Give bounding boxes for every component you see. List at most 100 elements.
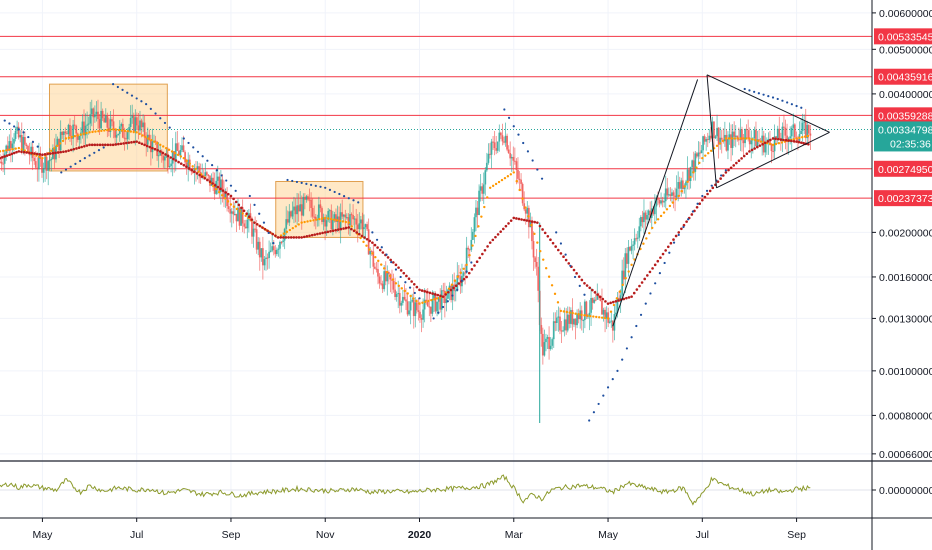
candle-body [716,127,718,137]
candle-body [114,130,117,138]
candle-body [333,214,336,220]
candle-body [632,244,634,246]
ema-fast-dot [335,219,339,222]
parabolic-sar-dot [291,179,294,183]
ema-fast-dot [64,137,68,140]
candle-body [392,280,395,290]
ema-slow-dot [386,256,390,259]
ema-slow-dot [802,141,805,145]
candle-body [781,126,784,142]
level-price-tag[interactable] [874,190,932,207]
ema-fast-dot [147,137,150,140]
ema-fast-dot [123,129,127,133]
ema-fast-dot [653,221,657,224]
candle-body [417,310,420,312]
ema-slow-dot [732,164,736,167]
ema-fast-dot [754,138,757,142]
ema-slow-dot [418,288,421,292]
candle-body [454,290,457,292]
candle-body [563,319,566,331]
trend-line[interactable] [612,79,699,327]
ema-slow-dot [397,266,400,269]
ema-fast-dot [544,267,548,270]
candle-body [719,137,722,145]
candle-body [624,253,627,280]
ema-fast-dot [503,176,507,180]
ema-slow-dot [706,192,709,196]
time-tick-label: Mar [505,529,524,541]
ema-fast-dot [456,275,459,278]
ema-fast-dot [718,142,722,145]
candle-body [479,186,482,191]
triangle-left-line[interactable] [706,74,717,188]
level-price-tag[interactable] [874,160,932,177]
ema-fast-dot [736,137,739,140]
ema-slow-dot [648,270,652,274]
parabolic-sar-dot [507,116,511,119]
candle-body [657,198,659,200]
candle-body [599,297,602,301]
ema-slow-dot [261,226,264,229]
candle-body [61,131,64,135]
ema-fast-dot [159,143,162,147]
candle-body [773,136,776,152]
candle-body [300,204,303,216]
candle-body [591,297,594,303]
candle-body [560,330,563,332]
candle-body [800,130,802,135]
candle-body [456,275,459,291]
ema-slow-dot [444,293,447,296]
ema-fast-dot [577,313,580,316]
candle-body [224,193,227,199]
ema-slow-dot [80,145,84,149]
triangle-lower-line[interactable] [716,131,830,189]
ema-slow-dot [756,145,759,149]
ema-fast-dot [624,277,627,280]
ema-slow-dot [478,256,482,260]
candle-body [319,204,322,209]
ema-slow-dot [598,295,602,299]
last-price-tag[interactable] [874,121,932,152]
parabolic-sar-dot [720,174,723,177]
parabolic-sar-dot [116,85,119,89]
candle-body [476,207,479,215]
ema-slow-dot [591,288,594,292]
candle-body [182,145,185,153]
ema-fast-dot [559,309,563,313]
parabolic-sar-dot [611,378,614,381]
candle-body [219,179,222,193]
level-price-tag[interactable] [874,28,932,45]
ema-slow-dot [486,245,489,248]
ema-slow-dot [219,187,222,191]
ema-fast-dot [556,301,560,304]
parabolic-sar-dot [83,157,86,160]
candle-body [286,219,289,223]
ema-fast-dot [1,149,5,153]
level-price-tag[interactable] [874,107,932,124]
level-price-tag[interactable] [874,68,932,85]
candle-body [377,269,379,277]
candle-body [681,180,684,190]
ema-slow-dot [17,150,21,153]
candle-body [515,161,518,170]
highlight-box[interactable] [48,83,168,172]
parabolic-sar-dot [503,108,506,111]
candle-body [529,221,532,228]
ema-slow-dot [572,268,576,272]
triangle-upper-line[interactable] [706,74,830,133]
ema-fast-dot [197,170,200,173]
parabolic-sar-dot [404,281,407,284]
candle-body [229,208,232,214]
ema-fast-dot [527,215,530,218]
ema-slow-dot [564,258,568,262]
candle-body [271,246,274,251]
candle-body [625,253,628,264]
candle-body [705,139,708,142]
candle-body [411,299,414,302]
candle-body [569,310,572,324]
candle-body [176,143,179,151]
ema-slow-dot [507,222,510,225]
candle-body [34,161,37,168]
